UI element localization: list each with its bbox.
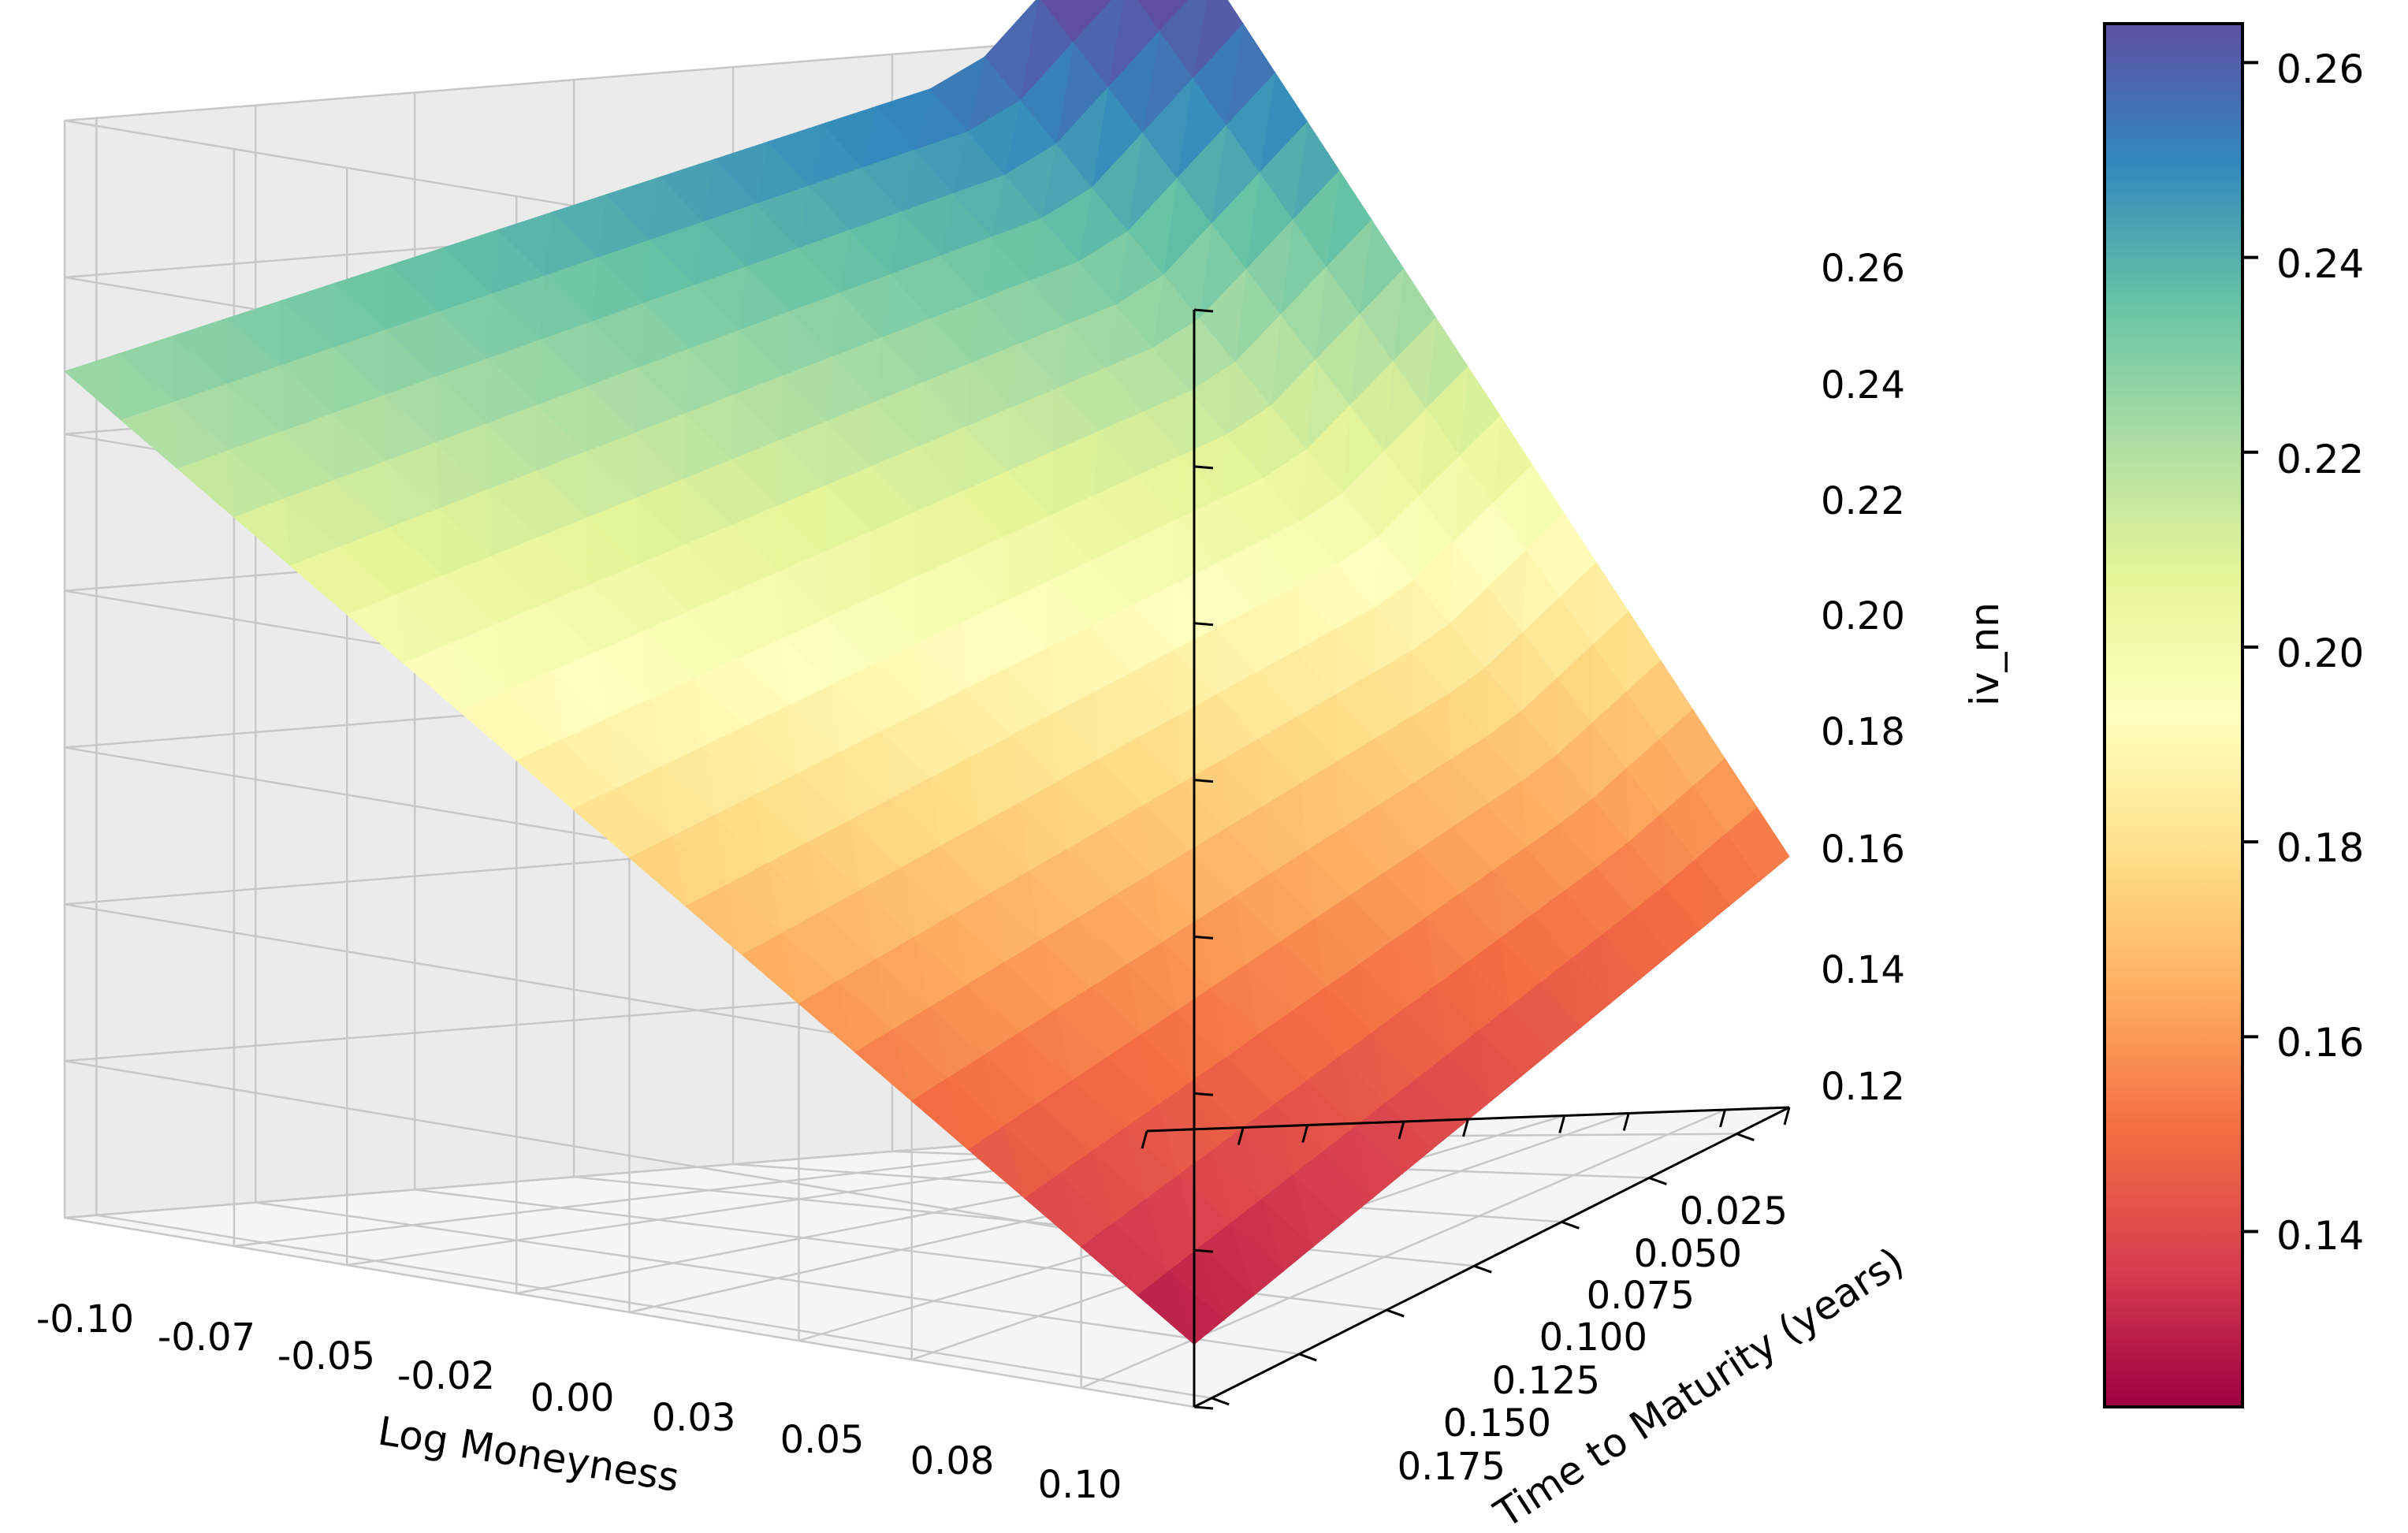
x-axis-label: Log Moneyness — [375, 1408, 683, 1501]
axis-line — [1736, 1133, 1755, 1141]
surface-facet — [402, 642, 461, 713]
y-tick-label: 0.100 — [1539, 1315, 1647, 1360]
x-tick-label: -0.07 — [158, 1315, 255, 1360]
surface — [64, 0, 1790, 1346]
y-axis-ticks: 0.025 0.050 0.075 0.100 0.125 0.150 0.17… — [1398, 1189, 1788, 1489]
z-tick-label: 0.14 — [1821, 948, 1905, 992]
surface-facet — [628, 835, 687, 908]
grid-line — [255, 1201, 1300, 1356]
z-tick-label: 0.24 — [1821, 363, 1905, 407]
colorbar-tick-label: 0.24 — [2276, 241, 2364, 287]
y-tick-label: 0.150 — [1443, 1401, 1551, 1446]
axis-line — [1193, 935, 1214, 940]
surface-facet — [910, 1077, 970, 1152]
colorbar-tick-label: 0.22 — [2276, 437, 2364, 482]
colorbar-tick-label: 0.18 — [2276, 825, 2364, 871]
x-tick-label: 0.10 — [1038, 1463, 1122, 1507]
surface-facet — [289, 546, 348, 616]
axis-line — [1783, 1107, 1791, 1126]
z-tick-label: 0.22 — [1821, 479, 1905, 523]
surface-facet — [120, 401, 178, 470]
surface-facet — [1137, 1271, 1196, 1346]
axis-line — [1211, 1397, 1230, 1406]
y-tick-label: 0.050 — [1634, 1232, 1742, 1276]
x-tick-label: 0.05 — [780, 1418, 865, 1462]
surface-facet — [64, 353, 122, 422]
grid-line — [64, 1216, 1195, 1408]
axis-line — [1193, 308, 1214, 313]
x-tick-label: 0.08 — [910, 1439, 995, 1483]
grid-line — [64, 32, 1148, 122]
surface-facet — [854, 1029, 913, 1103]
x-tick-label: -0.02 — [397, 1354, 495, 1398]
axis-line — [1193, 779, 1214, 783]
axis-line — [1193, 465, 1214, 470]
axis-line — [1193, 1248, 1214, 1253]
grid-line — [64, 1059, 1195, 1252]
axis-line — [1298, 1353, 1317, 1362]
z-tick-label: 0.26 — [1821, 247, 1905, 291]
surface-facet — [459, 691, 517, 762]
surface-facet — [515, 739, 574, 810]
axis-line — [1558, 1115, 1566, 1133]
axis-line — [1561, 1220, 1580, 1230]
axis-line — [1193, 622, 1214, 627]
z-tick-label: 0.12 — [1821, 1065, 1905, 1109]
y-tick-label: 0.025 — [1680, 1189, 1788, 1233]
z-axis-ticks: 0.12 0.14 0.16 0.18 0.20 0.22 0.24 0.26 — [1821, 247, 1905, 1109]
x-tick-label: -0.05 — [277, 1334, 375, 1379]
x-tick-label: 0.00 — [530, 1376, 615, 1420]
axis-line — [1398, 1121, 1405, 1140]
y-tick-label: 0.075 — [1587, 1274, 1695, 1318]
z-tick-label: 0.20 — [1821, 594, 1905, 638]
axis-line — [1193, 1092, 1214, 1096]
colorbar-tick-label: 0.14 — [2276, 1213, 2364, 1259]
z-axis-label: iv_nn — [1962, 602, 2008, 706]
axis-line — [1462, 1118, 1469, 1137]
surface-facet — [685, 884, 743, 957]
colorbar-ticks — [2242, 61, 2258, 1233]
axis-line — [1301, 1125, 1309, 1143]
surface-facet — [346, 594, 404, 664]
z-tick-label: 0.18 — [1821, 710, 1905, 754]
y-tick-label: 0.125 — [1492, 1359, 1600, 1403]
colorbar-tick-label: 0.16 — [2276, 1020, 2364, 1066]
axis-line — [1622, 1113, 1630, 1131]
x-tick-label: -0.10 — [36, 1297, 134, 1341]
axis-line — [1386, 1308, 1405, 1318]
surface-facet — [741, 932, 800, 1005]
x-axis-ticks: -0.10 -0.07 -0.05 -0.02 0.00 0.03 0.05 0… — [36, 1297, 1122, 1507]
grid-line — [1081, 1108, 1725, 1390]
colorbar-box — [2103, 22, 2244, 1408]
surface-facet — [1756, 806, 1790, 882]
z-tick-label: 0.16 — [1821, 828, 1905, 872]
surface-facet — [798, 980, 856, 1054]
x-tick-label: 0.03 — [652, 1396, 736, 1440]
grid-line — [96, 1214, 1212, 1400]
axis-line — [1719, 1109, 1726, 1128]
axis-line — [1193, 1405, 1214, 1410]
axis-line — [1648, 1177, 1667, 1185]
axis-line — [1193, 1106, 1790, 1408]
surface-facet — [571, 787, 631, 859]
surface-facet — [1080, 1222, 1139, 1297]
surface-facet — [233, 497, 292, 567]
axis-line — [1237, 1127, 1245, 1145]
axes — [1141, 308, 1791, 1410]
axis-line — [1473, 1264, 1492, 1274]
axis-line — [1141, 1130, 1148, 1149]
y-tick-label: 0.175 — [1398, 1445, 1505, 1489]
surface-facet — [177, 449, 235, 519]
colorbar-tick-label: 0.26 — [2276, 47, 2364, 92]
surface-facet — [1024, 1174, 1082, 1248]
surface-facet — [967, 1126, 1025, 1200]
colorbar: 0.14 0.16 0.18 0.20 0.22 0.24 0.26 — [2103, 22, 2364, 1408]
colorbar-tick-label: 0.20 — [2276, 631, 2364, 676]
